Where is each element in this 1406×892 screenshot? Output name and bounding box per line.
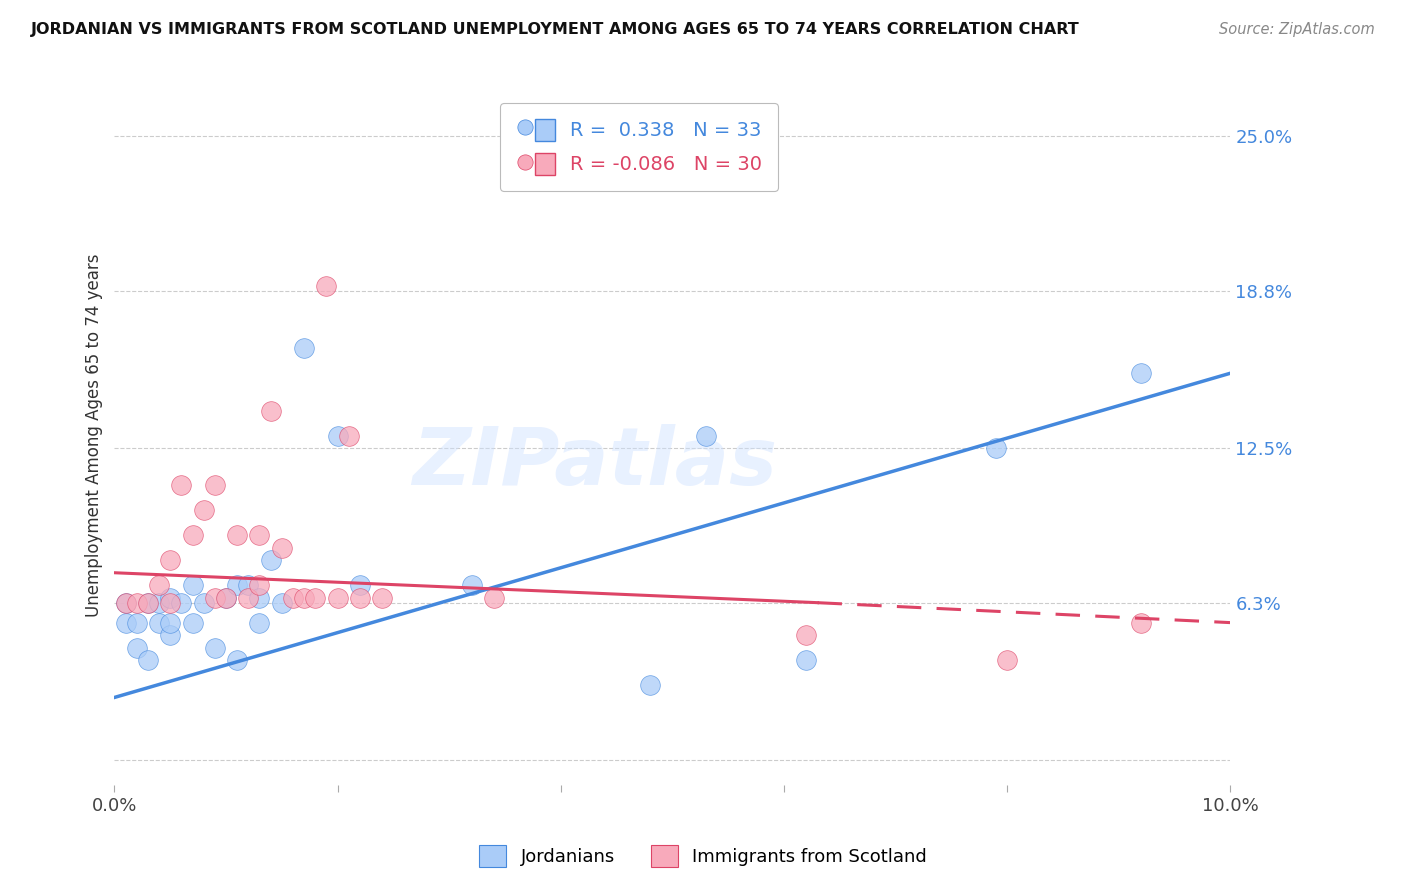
Point — [159, 615, 181, 630]
Point — [226, 578, 249, 592]
Point — [638, 678, 661, 692]
Point — [238, 591, 260, 605]
Point — [304, 591, 326, 605]
Point — [181, 578, 204, 592]
Point — [204, 478, 226, 492]
Point — [170, 478, 193, 492]
Point — [204, 640, 226, 655]
Point — [337, 428, 360, 442]
Point — [238, 578, 260, 592]
Point — [215, 591, 238, 605]
Point — [995, 653, 1018, 667]
Point — [148, 578, 170, 592]
Point — [270, 596, 292, 610]
Text: ZIPatlas: ZIPatlas — [412, 425, 778, 502]
Point — [349, 578, 371, 592]
Point — [181, 615, 204, 630]
Point — [326, 428, 349, 442]
Point — [315, 279, 337, 293]
Point — [125, 640, 148, 655]
Point — [249, 615, 271, 630]
Point — [159, 628, 181, 642]
Point — [114, 615, 136, 630]
Legend: R =  0.338   N = 33, R = -0.086   N = 30: R = 0.338 N = 33, R = -0.086 N = 30 — [501, 103, 778, 191]
Point — [125, 596, 148, 610]
Point — [349, 591, 371, 605]
Point — [260, 403, 283, 417]
Y-axis label: Unemployment Among Ages 65 to 74 years: Unemployment Among Ages 65 to 74 years — [86, 254, 103, 617]
Point — [249, 591, 271, 605]
Point — [260, 553, 283, 567]
Point — [1130, 366, 1153, 380]
Point — [136, 596, 159, 610]
Point — [136, 596, 159, 610]
Point — [136, 653, 159, 667]
Point — [326, 591, 349, 605]
Point — [281, 591, 304, 605]
Point — [226, 653, 249, 667]
Point — [460, 578, 482, 592]
Legend: Jordanians, Immigrants from Scotland: Jordanians, Immigrants from Scotland — [470, 836, 936, 876]
Point — [159, 591, 181, 605]
Point — [1130, 615, 1153, 630]
Point — [215, 591, 238, 605]
Point — [249, 578, 271, 592]
Point — [292, 591, 315, 605]
Text: Source: ZipAtlas.com: Source: ZipAtlas.com — [1219, 22, 1375, 37]
Point — [796, 628, 818, 642]
Text: JORDANIAN VS IMMIGRANTS FROM SCOTLAND UNEMPLOYMENT AMONG AGES 65 TO 74 YEARS COR: JORDANIAN VS IMMIGRANTS FROM SCOTLAND UN… — [31, 22, 1080, 37]
Point — [695, 428, 717, 442]
Point — [114, 596, 136, 610]
Point — [170, 596, 193, 610]
Point — [193, 503, 215, 517]
Point — [226, 528, 249, 542]
Point — [249, 528, 271, 542]
Point — [204, 591, 226, 605]
Point — [796, 653, 818, 667]
Point — [148, 596, 170, 610]
Point — [159, 553, 181, 567]
Point — [292, 341, 315, 355]
Point — [984, 441, 1007, 455]
Point — [148, 615, 170, 630]
Point — [193, 596, 215, 610]
Point — [159, 596, 181, 610]
Point — [482, 591, 505, 605]
Point — [371, 591, 394, 605]
Point — [114, 596, 136, 610]
Point — [125, 615, 148, 630]
Point — [181, 528, 204, 542]
Point — [270, 541, 292, 555]
